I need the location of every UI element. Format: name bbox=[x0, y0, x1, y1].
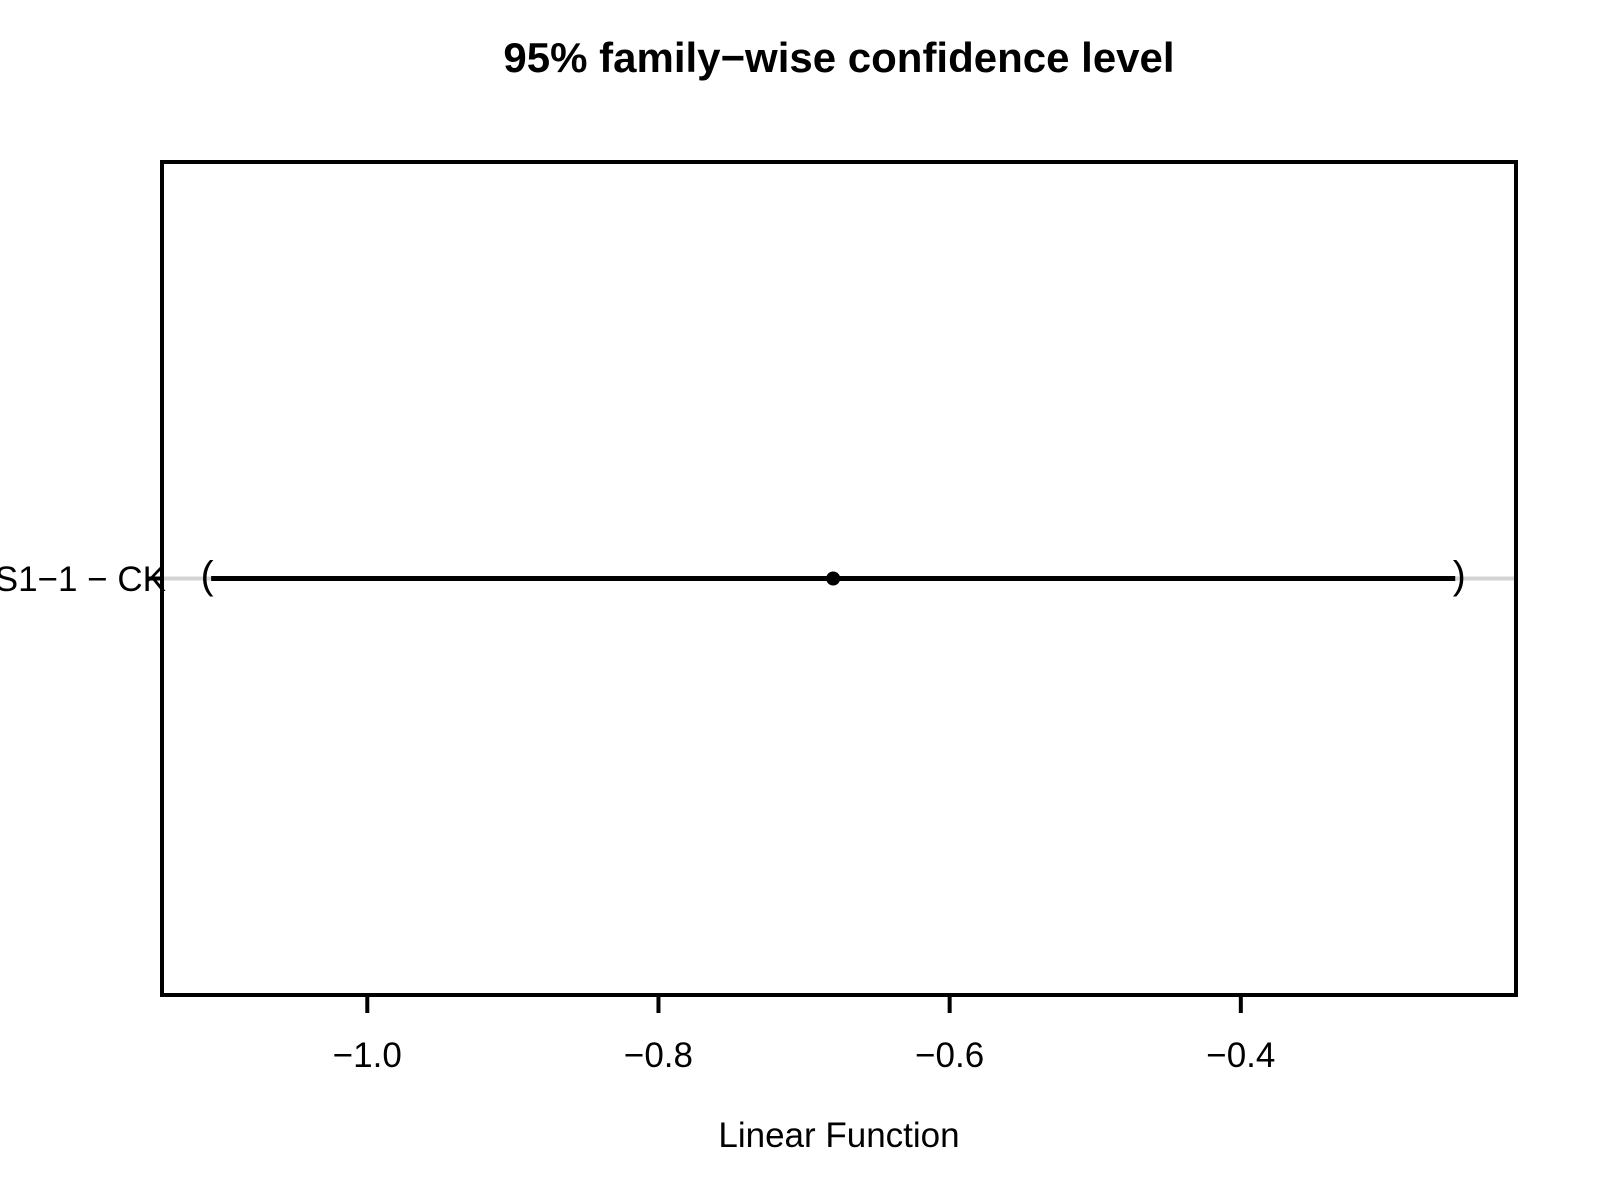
ci-lower-bracket: ( bbox=[201, 555, 214, 598]
x-axis-label: Linear Function bbox=[718, 1116, 960, 1155]
x-axis-tick-label: −0.4 bbox=[1206, 1036, 1275, 1075]
y-axis-row-label: S1−1 − CK bbox=[0, 560, 166, 599]
chart-title: 95% family−wise confidence level bbox=[503, 34, 1175, 81]
x-axis-tick-label: −0.8 bbox=[624, 1036, 693, 1075]
x-axis-tick-label: −0.6 bbox=[915, 1036, 984, 1075]
ci-upper-bracket: ) bbox=[1453, 555, 1466, 598]
plot-border bbox=[160, 160, 1518, 997]
estimate-point bbox=[826, 571, 841, 586]
x-axis-tick-label: −1.0 bbox=[333, 1036, 402, 1075]
